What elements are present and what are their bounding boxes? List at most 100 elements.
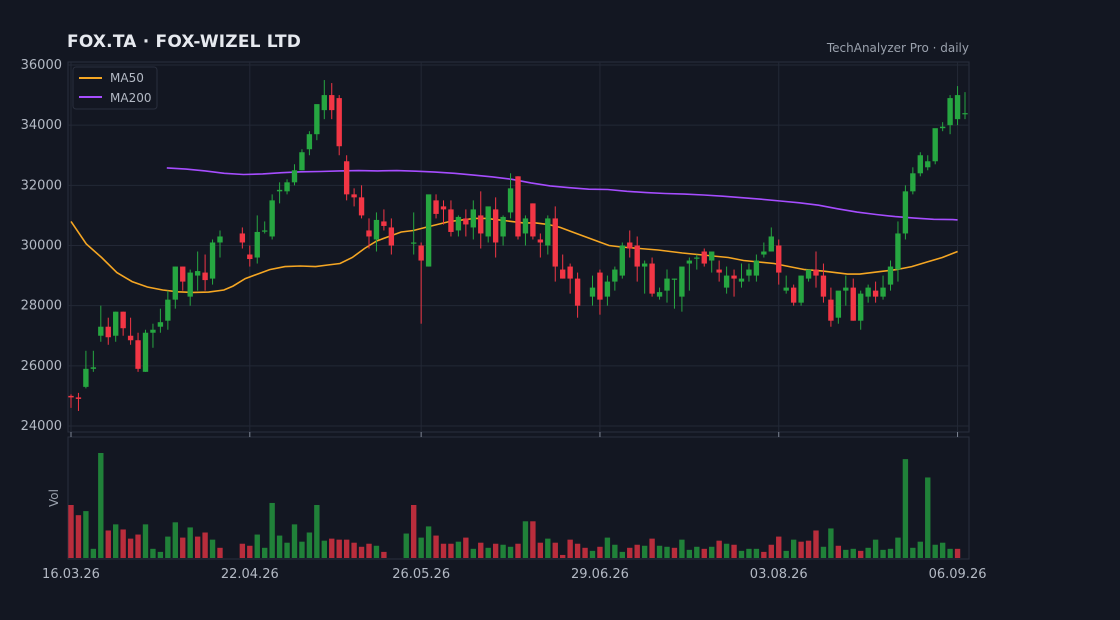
candle-body — [113, 311, 119, 336]
candle-body — [165, 299, 171, 321]
volume-bar — [470, 548, 476, 558]
candle-body — [776, 245, 782, 273]
volume-bars — [68, 453, 961, 558]
candle-body — [470, 209, 476, 228]
volume-bar — [656, 545, 663, 558]
candle-body — [478, 215, 484, 234]
candle-body — [373, 219, 380, 240]
candle-body — [679, 266, 685, 297]
candle-body — [433, 200, 439, 214]
candle-body — [552, 218, 558, 267]
candle-body — [299, 152, 305, 171]
volume-bar — [872, 539, 879, 558]
candle-body — [507, 188, 514, 213]
volume-bar — [329, 538, 335, 558]
volume-bar — [515, 543, 521, 558]
candle-body — [306, 134, 313, 150]
candle-body — [858, 293, 864, 321]
volume-bar — [433, 535, 439, 558]
volume-bar — [478, 542, 484, 558]
volume-bar — [947, 548, 953, 558]
volume-bar — [500, 544, 506, 558]
candle-body — [850, 287, 856, 321]
candle-body — [574, 278, 581, 306]
candle-body — [686, 260, 693, 264]
volume-bar — [247, 545, 253, 558]
volume-bar — [180, 537, 186, 558]
candle-body — [448, 209, 454, 232]
y-tick-label: 30000 — [21, 238, 62, 253]
volume-bar — [105, 530, 111, 558]
volume-bar — [150, 548, 156, 558]
volume-bar — [120, 529, 126, 558]
volume-bar — [709, 546, 715, 558]
candle-body — [790, 287, 797, 303]
volume-bar — [284, 542, 290, 558]
candle-body — [492, 209, 499, 243]
candle-body — [731, 275, 737, 279]
candle-body — [813, 269, 819, 276]
volume-bar — [455, 541, 462, 558]
candle-body — [120, 311, 126, 329]
candle-body — [694, 257, 700, 259]
candle-body — [932, 128, 938, 162]
candle-body — [545, 218, 551, 246]
candle-body — [455, 216, 462, 231]
volume-bar — [75, 515, 82, 558]
y-tick-label: 32000 — [21, 178, 62, 193]
candle-body — [142, 332, 149, 372]
volume-bar — [358, 546, 365, 558]
y-tick-label: 28000 — [21, 299, 62, 314]
candle-body — [500, 216, 506, 237]
volume-bar — [98, 453, 104, 558]
candle-body — [560, 269, 566, 279]
data-source-label: TechAnalyzer Pro · daily — [826, 41, 969, 55]
volume-bar — [165, 536, 171, 558]
candle-body — [798, 275, 804, 303]
x-tick-label: 26.05.26 — [392, 567, 450, 582]
volume-bar — [291, 524, 298, 558]
volume-bar — [686, 549, 693, 558]
x-tick-label: 29.06.26 — [571, 567, 629, 582]
candle-body — [530, 203, 536, 237]
candle-body — [209, 242, 216, 279]
candle-body — [604, 281, 611, 297]
candle-body — [738, 278, 745, 282]
candle-body — [105, 326, 111, 338]
volume-bar — [582, 547, 588, 558]
volume-bar — [649, 538, 655, 558]
candle-body — [656, 292, 663, 297]
candle-body — [895, 233, 901, 270]
volume-bar — [448, 543, 454, 558]
candle-body — [418, 245, 424, 261]
candle-body — [90, 367, 97, 369]
volume-bar — [68, 504, 74, 558]
candle-body — [247, 254, 253, 260]
volume-bar — [306, 532, 313, 558]
candle-body — [843, 287, 849, 291]
volume-bar — [299, 541, 305, 558]
candle-body — [761, 251, 767, 255]
volume-bar — [746, 548, 752, 558]
candle-body — [262, 230, 268, 232]
candle-body — [939, 126, 946, 129]
candle-body — [783, 287, 789, 291]
volume-bar — [723, 543, 730, 558]
volume-bar — [187, 527, 193, 558]
candle-body — [336, 98, 342, 147]
volume-bar — [783, 550, 789, 558]
volume-bar — [641, 545, 648, 558]
price-panel — [67, 61, 970, 433]
volume-bar — [925, 477, 931, 558]
candle-body — [440, 206, 447, 210]
volume-bar — [522, 521, 529, 558]
volume-bar — [805, 540, 812, 558]
candle-body — [202, 272, 208, 281]
volume-bar — [612, 544, 618, 558]
volume-bar — [425, 526, 432, 558]
candle-body — [872, 290, 879, 297]
volume-bar — [418, 537, 424, 558]
volume-bar — [664, 546, 670, 558]
x-tick-label: 06.09.26 — [929, 567, 987, 582]
candle-body — [314, 104, 320, 135]
